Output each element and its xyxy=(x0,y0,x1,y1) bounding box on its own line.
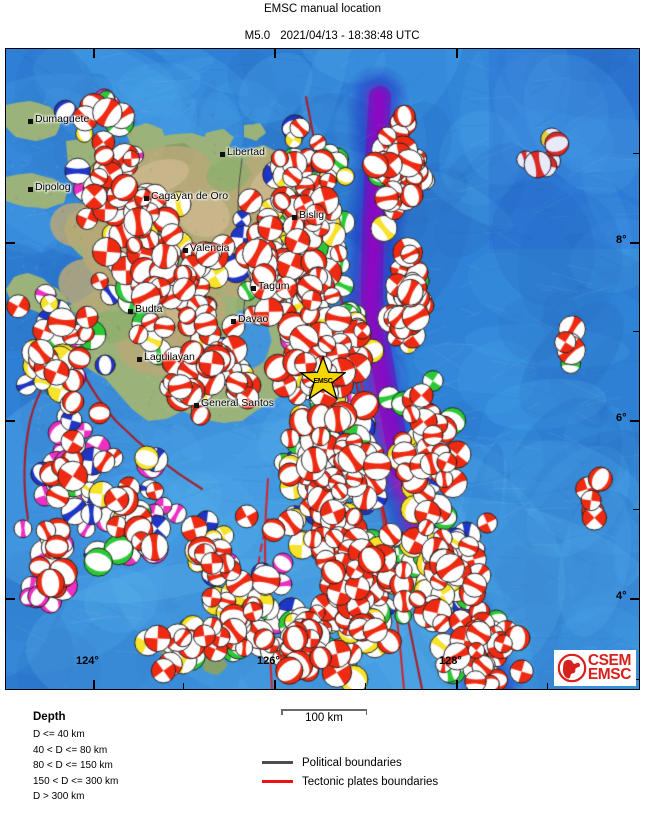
city-dot-icon xyxy=(231,319,236,324)
depth-legend: Depth D <= 40 km 40 < D <= 80 km 80 < D <=… xyxy=(33,711,118,805)
boundary-line-swatch xyxy=(262,761,293,764)
depth-legend-row: 150 < D <= 300 km xyxy=(33,774,118,790)
logo-emsc: EMSC xyxy=(587,666,632,683)
city-label: Laguilayan xyxy=(144,351,195,363)
latitude-minor-tick xyxy=(633,509,639,511)
longitude-label: 126° xyxy=(257,655,280,667)
depth-legend-title: Depth xyxy=(33,711,66,723)
depth-legend-row: 80 < D <= 150 km xyxy=(33,758,118,774)
longitude-minor-tick xyxy=(183,683,185,689)
globe-icon xyxy=(557,653,587,683)
city-label: Budta xyxy=(135,303,163,315)
longitude-tick xyxy=(274,49,276,58)
map-frame[interactable]: Dumaguete Dipolog Cagayan de Oro Libertad Va… xyxy=(5,48,640,690)
city-dot-icon xyxy=(28,119,33,124)
city-dot-icon xyxy=(183,248,188,253)
depth-legend-label: 80 < D <= 150 km xyxy=(33,760,113,772)
city-dot-icon xyxy=(220,152,225,157)
longitude-tick xyxy=(93,49,95,58)
depth-legend-label: 150 < D <= 300 km xyxy=(33,775,119,787)
boundary-legend-label: Tectonic plates boundaries xyxy=(302,775,439,788)
city-label: Cagayan de Oro xyxy=(151,190,229,202)
csem-emsc-logo: CSEM EMSC xyxy=(553,650,636,686)
city-label: Tagum xyxy=(258,280,290,292)
boundary-legend: Political boundaries Tectonic plates boun… xyxy=(262,753,438,791)
latitude-label: 6° xyxy=(616,412,627,424)
city-label: General Santos xyxy=(201,397,274,409)
depth-legend-label: D > 300 km xyxy=(33,791,85,803)
latitude-tick xyxy=(630,420,639,422)
city-label: Bislig xyxy=(299,209,325,221)
city-dot-icon xyxy=(144,196,149,201)
latitude-minor-tick xyxy=(633,331,639,333)
latitude-minor-tick xyxy=(633,153,639,155)
boundary-legend-row: Tectonic plates boundaries xyxy=(262,772,438,791)
longitude-tick xyxy=(456,680,458,689)
epicenter-label: EMSC xyxy=(313,377,333,385)
scale-bar-label: 100 km xyxy=(305,712,343,724)
city-dot-icon xyxy=(251,286,256,291)
latitude-tick xyxy=(630,598,639,600)
boundary-line-swatch xyxy=(262,780,293,783)
scale-bar-tick-left xyxy=(281,709,283,715)
longitude-tick xyxy=(93,680,95,689)
depth-legend-label: D <= 40 km xyxy=(33,729,85,741)
header-magnitude: M5.0 xyxy=(244,30,271,43)
header-magnitude-time: M5.0 2021/04/13 - 18:38:48 UTC xyxy=(0,17,645,58)
latitude-minor-tick xyxy=(633,679,639,681)
latitude-label: 4° xyxy=(616,590,627,602)
city-label: Davao xyxy=(238,313,269,325)
header-title: EMSC manual location xyxy=(264,3,381,15)
boundary-legend-row: Political boundaries xyxy=(262,753,438,772)
latitude-tick xyxy=(6,242,15,244)
longitude-label: 128° xyxy=(439,655,462,667)
city-label: Dipolog xyxy=(35,181,71,193)
header-datetime: 2021/04/13 - 18:38:48 UTC xyxy=(280,30,420,43)
longitude-label: 124° xyxy=(76,655,99,667)
logo-csem: CSEM xyxy=(587,651,632,669)
city-dot-icon xyxy=(292,215,297,220)
city-dot-icon xyxy=(28,187,33,192)
scale-bar: 100 km xyxy=(281,709,367,729)
latitude-tick xyxy=(630,242,639,244)
epicenter-star-icon[interactable]: EMSC xyxy=(299,355,347,405)
city-label: Dumaguete xyxy=(35,113,90,125)
city-dot-icon xyxy=(194,403,199,408)
depth-legend-row: D > 300 km xyxy=(33,789,118,805)
depth-legend-row: D <= 40 km xyxy=(33,727,118,743)
city-label: Libertad xyxy=(227,146,265,158)
longitude-tick xyxy=(274,680,276,689)
latitude-label: 8° xyxy=(616,234,627,246)
scale-bar-line xyxy=(281,709,367,711)
latitude-tick xyxy=(6,420,15,422)
boundary-legend-label: Political boundaries xyxy=(302,756,402,769)
city-dot-icon xyxy=(137,357,142,362)
city-dot-icon xyxy=(128,309,133,314)
longitude-minor-tick xyxy=(365,683,367,689)
city-label: Valencia xyxy=(190,242,230,254)
scale-bar-tick-right xyxy=(365,709,367,715)
depth-legend-row: 40 < D <= 80 km xyxy=(33,743,118,759)
depth-legend-label: 40 < D <= 80 km xyxy=(33,744,108,756)
longitude-tick xyxy=(456,49,458,58)
latitude-tick xyxy=(6,598,15,600)
longitude-minor-tick xyxy=(547,683,549,689)
